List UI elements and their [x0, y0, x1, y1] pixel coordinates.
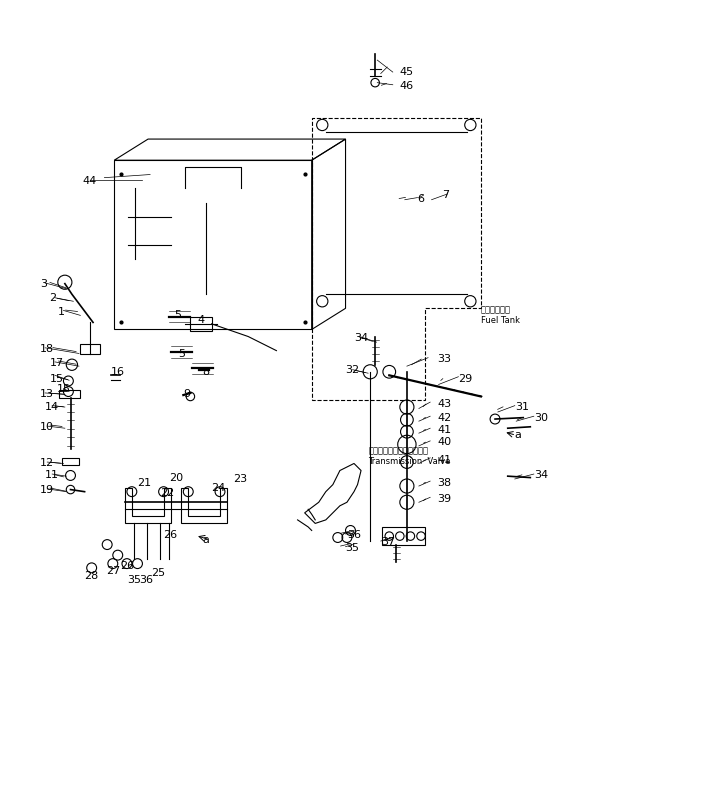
Text: 5: 5 [178, 349, 185, 359]
Text: 31: 31 [515, 402, 529, 412]
Text: 18: 18 [40, 344, 55, 354]
Text: 41: 41 [438, 455, 451, 465]
Text: 16: 16 [110, 366, 125, 377]
Text: フェルタンク
Fuel Tank: フェルタンク Fuel Tank [481, 306, 520, 325]
Text: 26: 26 [120, 561, 134, 570]
Text: 8: 8 [202, 366, 210, 377]
Text: 15: 15 [57, 385, 70, 394]
Text: 23: 23 [233, 474, 247, 484]
Text: 41: 41 [438, 425, 451, 434]
Text: 13: 13 [40, 390, 55, 399]
Text: 29: 29 [458, 374, 473, 384]
Text: 6: 6 [418, 194, 425, 204]
Text: 36: 36 [347, 530, 361, 541]
Text: 33: 33 [438, 354, 451, 364]
Text: 35: 35 [346, 543, 360, 553]
Text: 26: 26 [164, 530, 178, 541]
Text: 24: 24 [212, 483, 226, 493]
Text: 21: 21 [137, 478, 151, 487]
Text: 39: 39 [438, 494, 451, 504]
Text: 4: 4 [198, 315, 205, 326]
Text: 9: 9 [183, 390, 190, 399]
Text: 7: 7 [442, 190, 450, 201]
Text: 44: 44 [83, 176, 97, 186]
Text: 34: 34 [354, 333, 368, 343]
Text: 43: 43 [438, 398, 451, 409]
Text: 20: 20 [169, 473, 183, 482]
Text: 36: 36 [139, 575, 153, 585]
Text: 19: 19 [40, 485, 55, 494]
Text: 38: 38 [438, 478, 451, 487]
Text: 10: 10 [40, 422, 55, 432]
Text: 3: 3 [40, 278, 47, 289]
Text: トランスミッションバルブ
Transmission  Valve: トランスミッションバルブ Transmission Valve [368, 446, 450, 466]
Text: 42: 42 [438, 413, 452, 422]
Text: 14: 14 [45, 402, 59, 412]
Text: a: a [515, 430, 522, 440]
Text: 35: 35 [127, 575, 141, 585]
Text: 37: 37 [381, 538, 395, 547]
Text: 1: 1 [58, 307, 65, 317]
Text: 28: 28 [84, 571, 99, 582]
Text: 40: 40 [438, 438, 451, 447]
Text: 30: 30 [534, 413, 548, 422]
Text: 45: 45 [400, 67, 414, 77]
Text: 5: 5 [174, 310, 181, 320]
Text: 32: 32 [346, 366, 360, 375]
Text: 15: 15 [50, 374, 63, 384]
Text: 11: 11 [45, 470, 59, 481]
Text: 34: 34 [534, 470, 548, 481]
Text: 25: 25 [151, 568, 165, 578]
Text: 2: 2 [50, 293, 57, 302]
Text: 22: 22 [160, 488, 174, 498]
Text: a: a [202, 534, 210, 545]
Text: 12: 12 [40, 458, 55, 469]
Text: 17: 17 [50, 358, 64, 368]
Text: 27: 27 [105, 566, 120, 576]
Text: 46: 46 [400, 81, 414, 91]
